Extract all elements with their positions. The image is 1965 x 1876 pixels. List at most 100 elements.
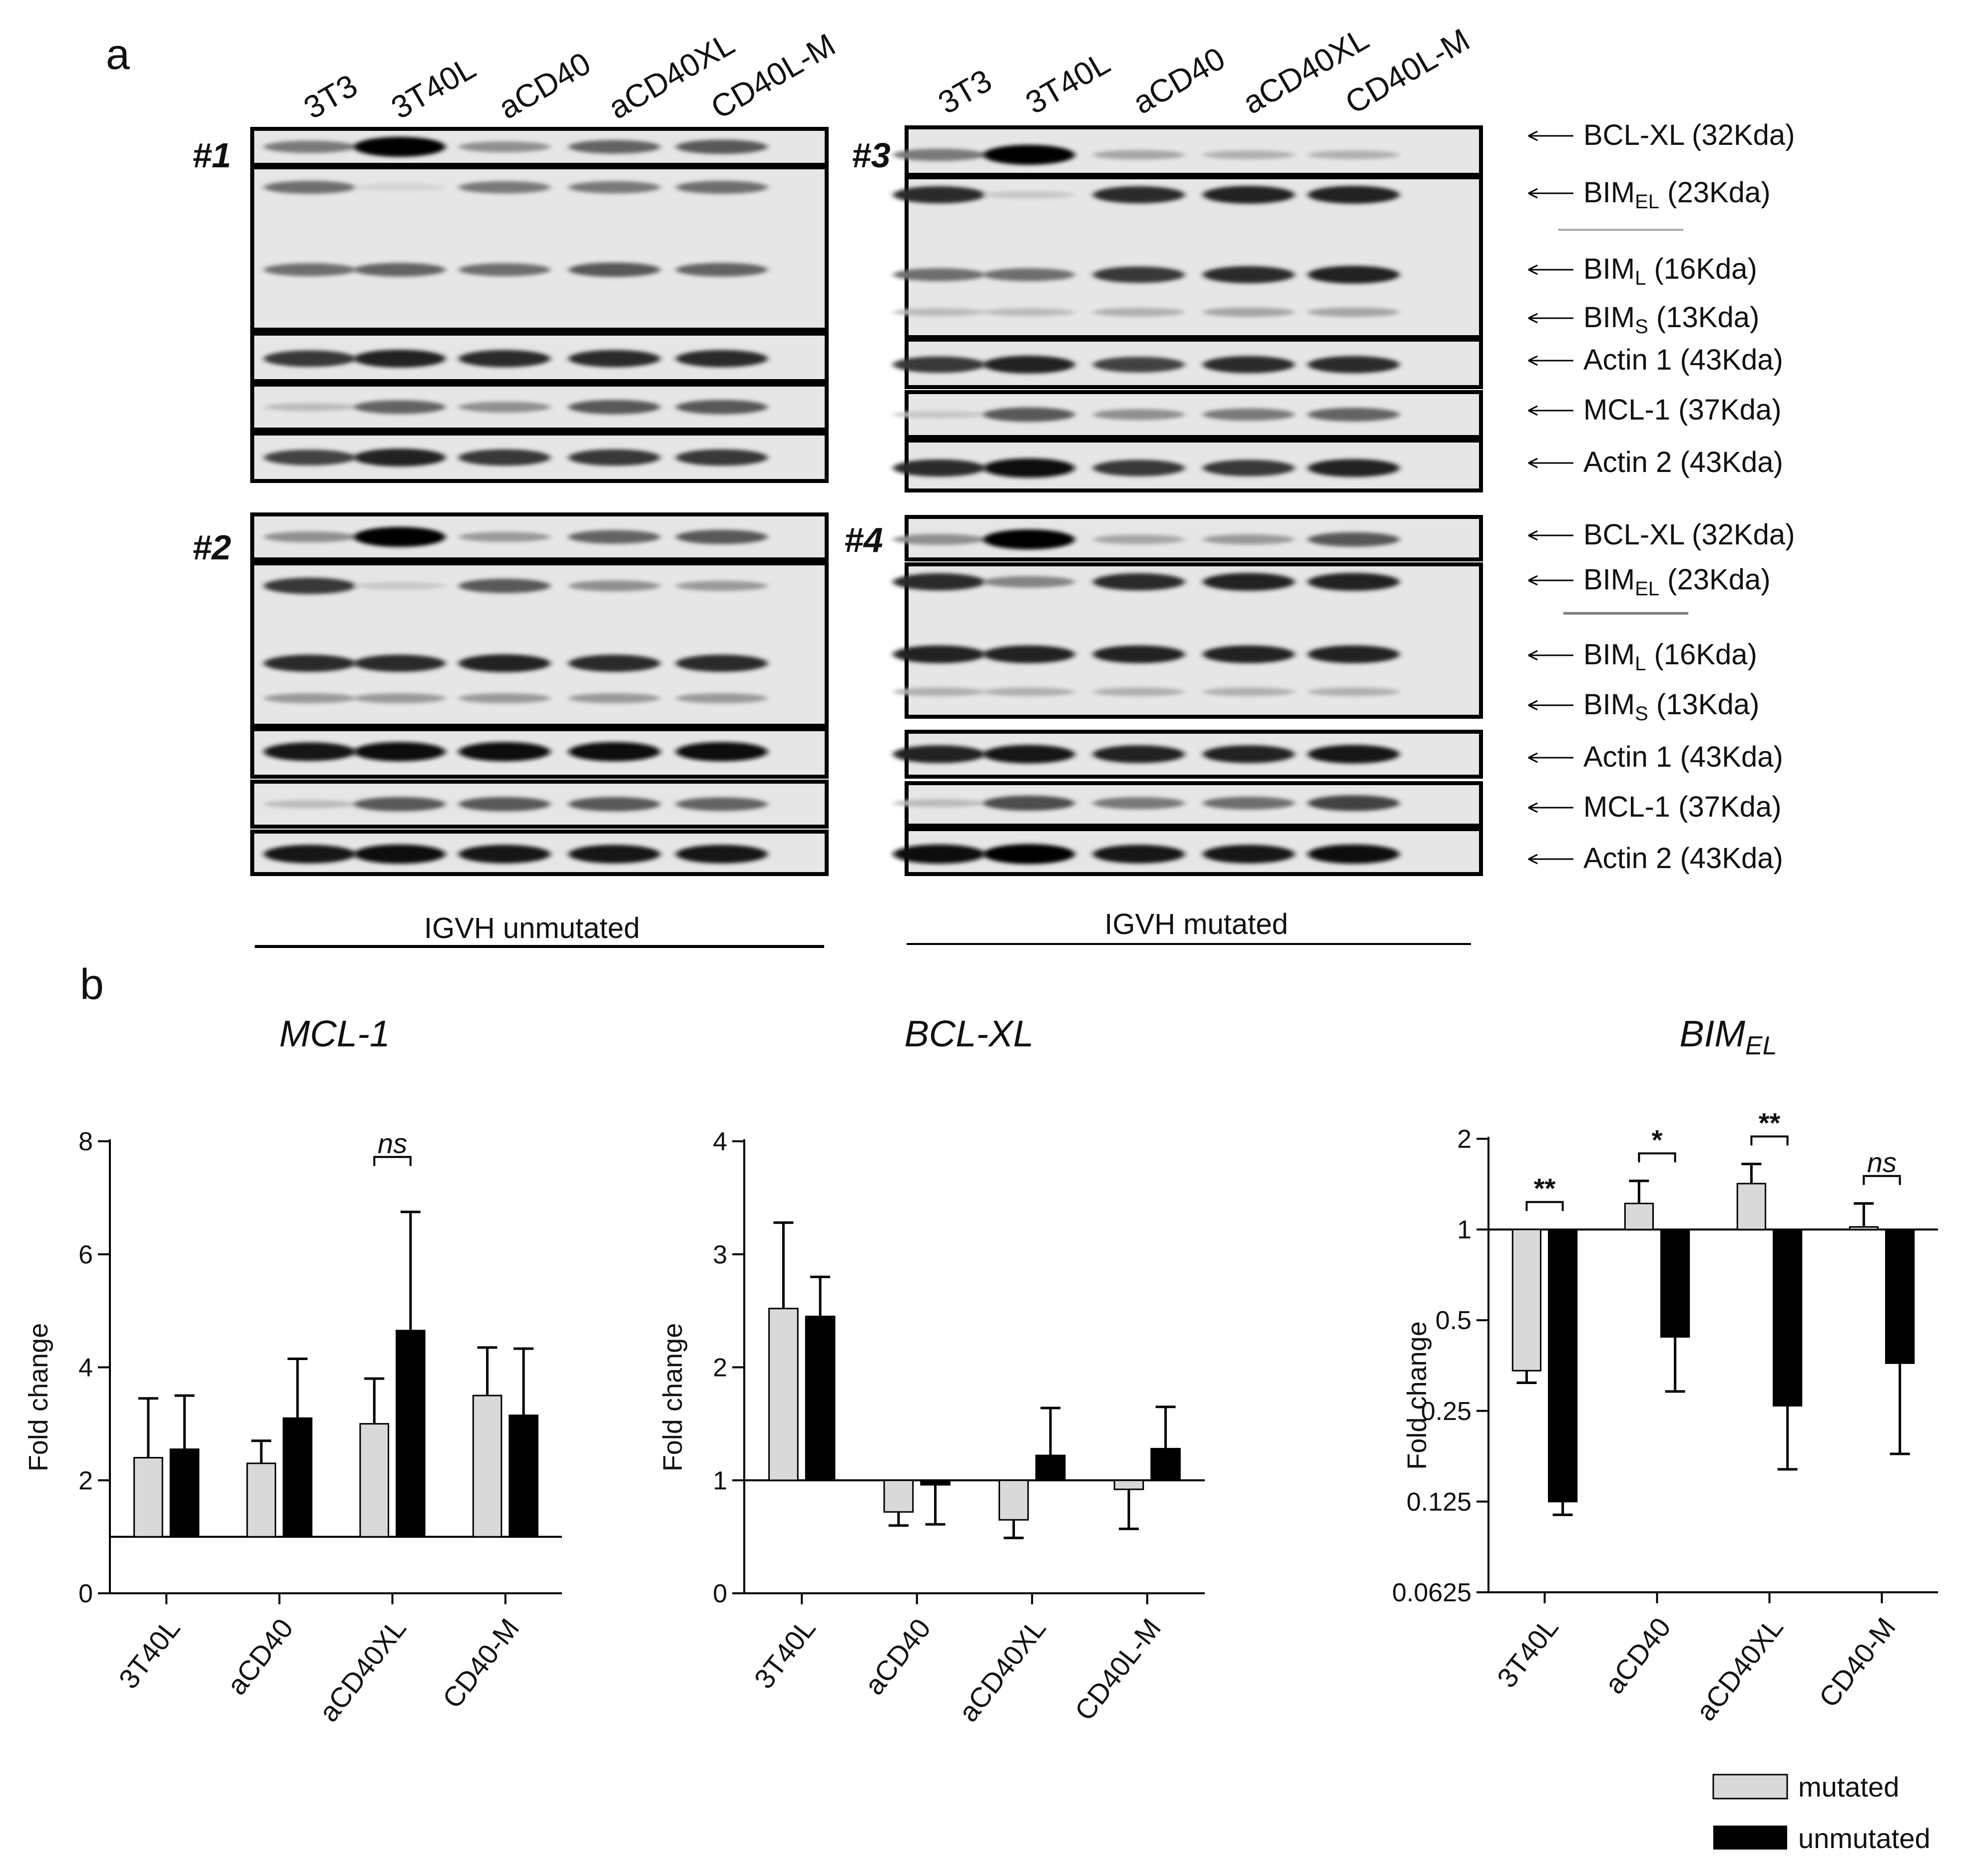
blot-number-2: #2 <box>192 528 231 567</box>
blot-band <box>1203 687 1295 696</box>
blot-band <box>264 140 356 153</box>
blot-band <box>1093 745 1185 763</box>
blot-band <box>893 459 985 477</box>
lane-labels-right: 3T3 3T40L aCD40 aCD40XL CD40L-M <box>932 20 1475 121</box>
y-tick-label: 0 <box>713 1579 727 1608</box>
band-annotations: BCL-XL (32Kda) BIMEL (23Kda) BIML (16Kda) B… <box>1528 119 1795 875</box>
y-axis-label: Fold change <box>23 1323 53 1471</box>
significance-bracket <box>1750 1135 1789 1146</box>
blot-band <box>1308 645 1400 663</box>
y-tick-label: 0.0625 <box>1392 1578 1472 1607</box>
blot-band <box>1308 573 1400 591</box>
bar-unmutated <box>805 1316 836 1481</box>
y-tick-label: 0.5 <box>1436 1306 1472 1335</box>
bar-unmutated <box>282 1417 313 1538</box>
y-tick-label: 2 <box>1457 1125 1472 1154</box>
blot-band <box>1093 186 1185 204</box>
blot-band <box>893 268 985 281</box>
bar-unmutated <box>508 1414 538 1538</box>
lane-label: 3T3 <box>298 67 364 126</box>
bar-unmutated <box>169 1448 200 1538</box>
blot-band <box>264 263 356 276</box>
blot-band <box>1093 308 1185 317</box>
blot-band <box>676 580 768 591</box>
blot-strip <box>905 125 1483 177</box>
blot-band <box>568 262 660 277</box>
blot-band <box>568 181 660 194</box>
blot-band <box>459 141 550 152</box>
arrow-head-icon <box>1528 355 1538 366</box>
blot-band <box>459 693 550 704</box>
band-annotation: BIMEL (23Kda) <box>1583 563 1771 600</box>
lane-label: aCD40 <box>1127 40 1231 121</box>
blot-band <box>676 350 768 368</box>
blot-band <box>983 308 1075 317</box>
group-label-mutated: IGVH mutated <box>1104 908 1288 940</box>
chart-title: BIMEL <box>1679 1013 1777 1060</box>
blot-band <box>676 654 768 672</box>
arrow-head-icon <box>1528 264 1538 275</box>
blot-band <box>1203 186 1295 204</box>
blot-band <box>1203 356 1295 374</box>
bar-mutated <box>998 1479 1029 1521</box>
blot-band <box>983 407 1075 422</box>
blot-band <box>1093 845 1185 864</box>
band-annotation: Actin 1 (43Kda) <box>1583 741 1783 773</box>
blot-band <box>676 181 768 194</box>
bar-mutated <box>1511 1229 1541 1372</box>
bar-mutated <box>1736 1183 1766 1231</box>
blot-band <box>1308 795 1400 811</box>
y-tick-label: 4 <box>78 1354 93 1383</box>
blot-band <box>354 350 446 368</box>
blot-band <box>1093 266 1185 283</box>
blot-band <box>459 531 550 542</box>
bar-mutated <box>1624 1203 1654 1231</box>
blot-band <box>1308 150 1400 159</box>
blot-number-1: #1 <box>192 136 231 175</box>
blot-band <box>264 693 356 704</box>
blot-band <box>1308 408 1400 422</box>
blot-band <box>1093 409 1185 420</box>
band-annotation: BCL-XL (32Kda) <box>1583 119 1795 151</box>
blot-band <box>1203 534 1295 545</box>
bar-unmutated <box>920 1479 951 1486</box>
x-tick-label: 3T40L <box>748 1613 821 1695</box>
blot-band <box>1203 845 1295 864</box>
bar-mutated <box>359 1423 390 1538</box>
band-annotation: MCL-1 (37Kda) <box>1583 394 1782 426</box>
bar-unmutated <box>1035 1454 1066 1481</box>
arrow-head-icon <box>1528 802 1538 813</box>
blot-band <box>983 844 1075 864</box>
chart-title: MCL-1 <box>279 1013 390 1054</box>
blot-band <box>568 845 660 864</box>
blot-band <box>1308 745 1400 764</box>
blot-band <box>354 449 446 467</box>
legend: mutated unmutated <box>1712 1771 1931 1854</box>
blot-band <box>568 530 660 544</box>
blot-band <box>1203 460 1295 476</box>
blot-band <box>676 797 768 811</box>
arrow-head-icon <box>1528 700 1538 711</box>
blot-band <box>983 745 1075 764</box>
y-tick-label: 4 <box>713 1127 727 1156</box>
y-tick-label: 2 <box>713 1354 727 1383</box>
blot-band <box>568 580 660 591</box>
blot-band <box>1308 532 1400 547</box>
blot-band <box>893 148 985 161</box>
blot-band <box>264 654 356 672</box>
blot-band <box>893 645 985 663</box>
x-tick-label: aCD40 <box>1598 1612 1677 1700</box>
blot-band <box>983 687 1075 696</box>
bar-mutated <box>768 1308 799 1481</box>
x-tick-label: 3T40L <box>1491 1612 1564 1694</box>
arrow-head-icon <box>1528 530 1538 541</box>
blot-band <box>983 458 1075 478</box>
blot-band <box>1203 573 1295 591</box>
significance-label: ** <box>1759 1107 1781 1138</box>
significance-label: ns <box>378 1127 407 1159</box>
blot-number-4: #4 <box>844 520 883 559</box>
blot-band <box>676 400 768 415</box>
blot-band <box>893 186 985 204</box>
